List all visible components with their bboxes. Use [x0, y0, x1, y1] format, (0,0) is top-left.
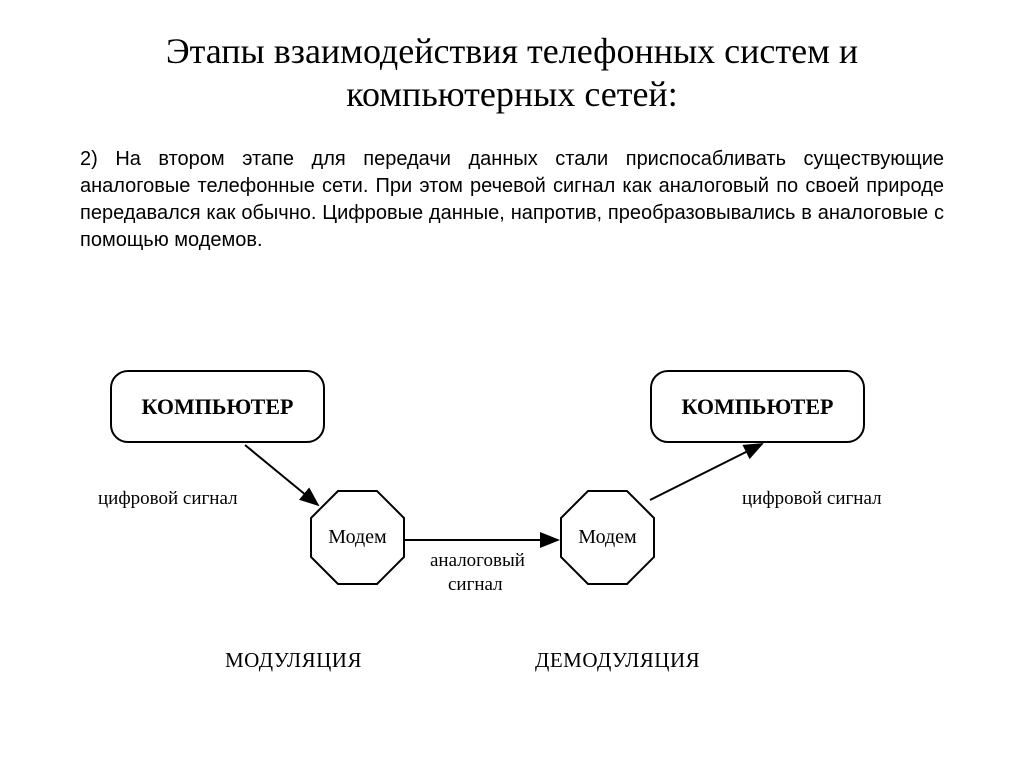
label-modulation: МОДУЛЯЦИЯ	[225, 648, 362, 673]
label-digital-signal-left: цифровой сигнал	[98, 488, 238, 510]
node-modem-right-label: Модем	[578, 526, 636, 549]
node-computer-right: КОМПЬЮТЕР	[650, 370, 865, 443]
node-modem-left: Модем	[310, 490, 405, 585]
label-analog-signal-1: аналоговый	[430, 550, 525, 572]
modem-diagram: КОМПЬЮТЕР КОМПЬЮТЕР Модем Модем цифровой…	[0, 340, 1024, 740]
slide-title: Этапы взаимодействия телефонных систем и…	[0, 0, 1024, 126]
node-computer-left-label: КОМПЬЮТЕР	[142, 394, 294, 420]
label-analog-signal-2: сигнал	[448, 574, 503, 596]
node-modem-left-label: Модем	[328, 526, 386, 549]
paragraph-text: На втором этапе для передачи данных стал…	[80, 148, 944, 251]
paragraph-number: 2)	[80, 148, 115, 170]
node-computer-right-label: КОМПЬЮТЕР	[682, 394, 834, 420]
node-computer-left: КОМПЬЮТЕР	[110, 370, 325, 443]
node-modem-right: Модем	[560, 490, 655, 585]
edge-computer-to-modem-left	[245, 445, 318, 505]
label-demodulation: ДЕМОДУЛЯЦИЯ	[535, 648, 700, 673]
label-digital-signal-right: цифровой сигнал	[742, 488, 882, 510]
body-paragraph: 2) На втором этапе для передачи данных с…	[0, 126, 1024, 254]
